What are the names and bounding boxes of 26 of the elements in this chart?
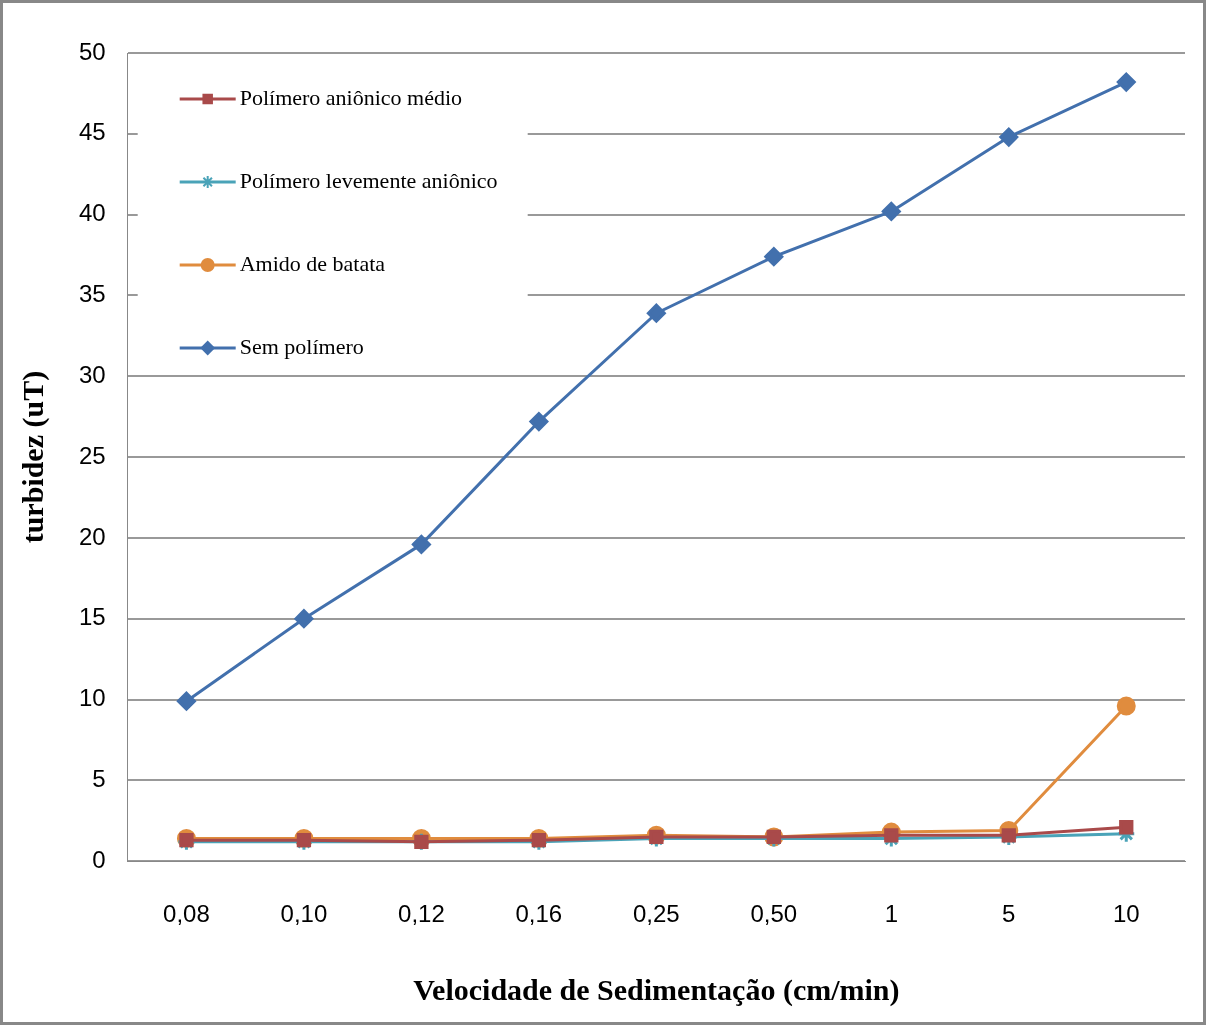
x-tick-label: 0,25 (632, 900, 680, 928)
legend-label: Polímero aniônico médio (239, 84, 463, 110)
y-tick-label: 20 (78, 522, 106, 550)
y-tick-label: 30 (78, 360, 106, 388)
y-tick-label: 15 (78, 603, 106, 631)
y-tick-label: 5 (92, 765, 106, 793)
y-axis-title: turbidez (uT) (15, 370, 50, 544)
y-tick-label: 40 (78, 199, 106, 227)
legend-label: Polímero levemente aniônico (239, 167, 498, 193)
legend-label: Amido de batata (239, 250, 386, 276)
y-tick-label: 0 (92, 845, 106, 873)
y-tick-label: 45 (78, 118, 106, 146)
x-tick-label: 0,16 (515, 900, 563, 928)
x-axis-title: Velocidade de Sedimentação (cm/min) (413, 972, 900, 1007)
x-tick-label: 0,10 (280, 900, 328, 928)
y-tick-label: 10 (78, 684, 106, 712)
x-tick-label: 0,50 (750, 900, 798, 928)
x-tick-label: 5 (1002, 900, 1016, 928)
y-tick-label: 25 (78, 441, 106, 469)
x-tick-label: 1 (884, 900, 898, 928)
x-tick-label: 0,12 (398, 900, 445, 928)
y-tick-label: 50 (78, 37, 106, 65)
legend-label: Sem polímero (239, 333, 364, 359)
y-tick-label: 35 (78, 280, 106, 308)
x-tick-label: 10 (1112, 900, 1140, 928)
x-tick-label: 0,08 (163, 900, 210, 928)
